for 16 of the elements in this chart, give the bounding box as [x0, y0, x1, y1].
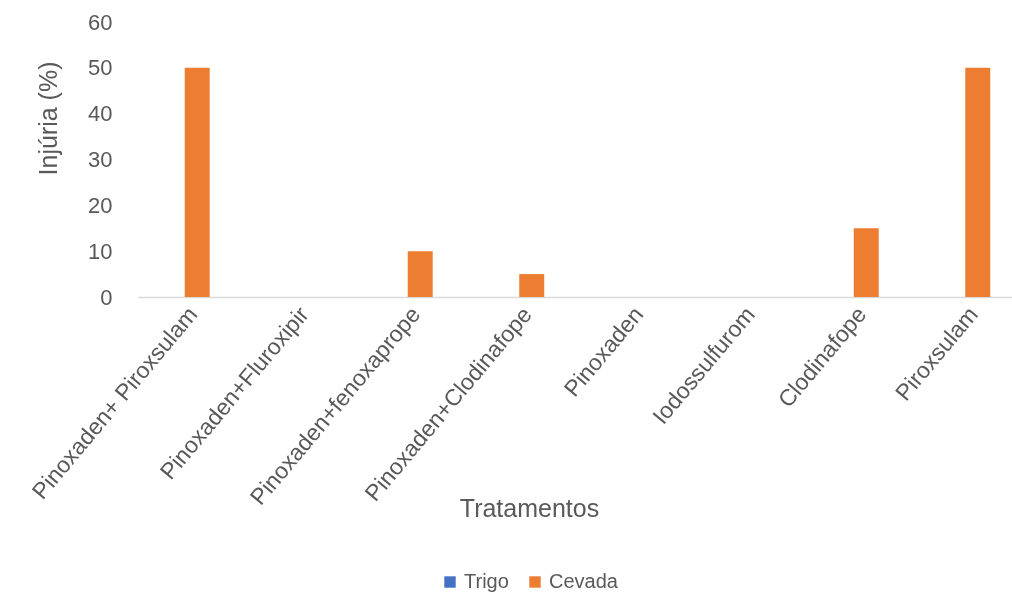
bar	[853, 228, 879, 297]
legend-label: Trigo	[464, 570, 509, 592]
bar	[519, 274, 545, 297]
bar	[407, 251, 433, 297]
bar	[184, 67, 210, 297]
y-tick-label: 0	[100, 284, 113, 310]
y-tick-label: 60	[88, 9, 113, 35]
y-tick-label: 30	[88, 147, 113, 172]
y-tick-label: 40	[88, 101, 113, 127]
y-axis-title: Injúria (%)	[33, 61, 62, 176]
y-tick-label: 50	[88, 55, 113, 81]
y-tick-label: 10	[88, 238, 113, 264]
x-axis-title: Tratamentos	[459, 493, 600, 522]
bar	[965, 67, 991, 297]
y-tick-label: 20	[88, 192, 113, 218]
legend-label: Cevada	[549, 570, 619, 592]
